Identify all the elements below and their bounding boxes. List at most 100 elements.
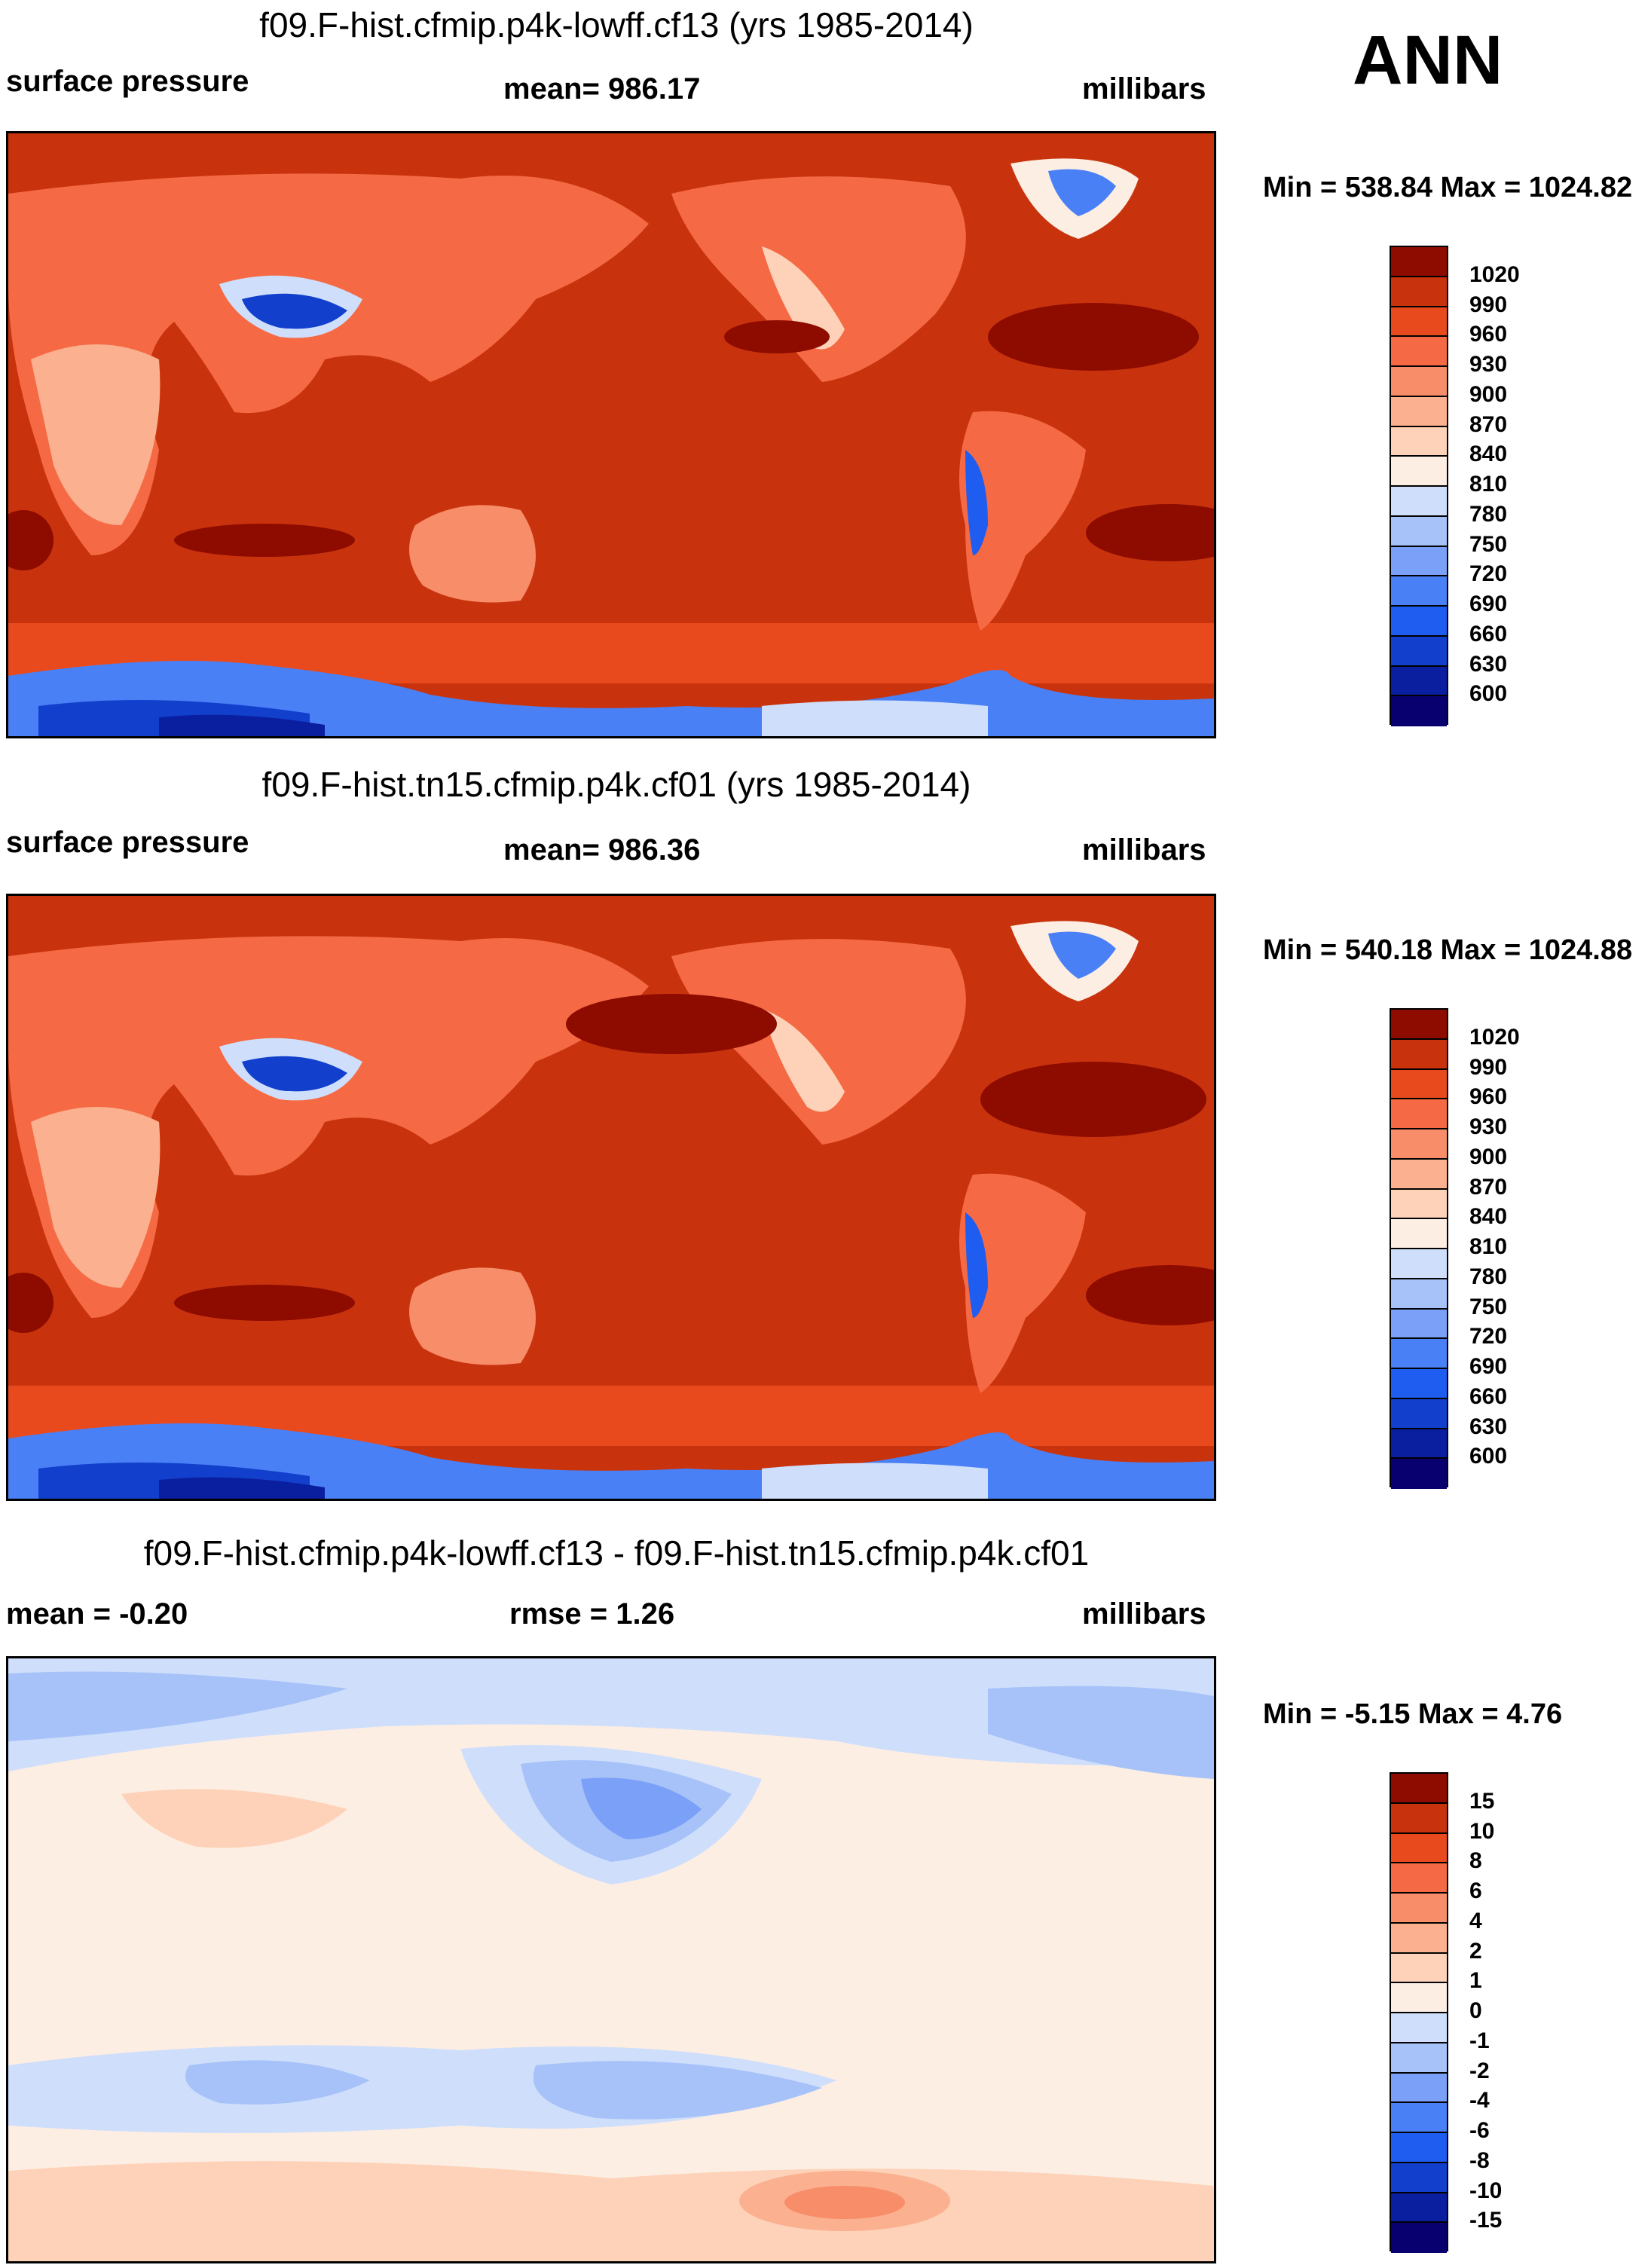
colorbar-swatch [1391,1459,1447,1489]
colorbar-swatch [1391,516,1447,547]
colorbar-tick-label: 690 [1469,591,1508,616]
south-america [959,1173,1086,1393]
colorbar-swatch [1391,396,1447,427]
colorbar-tick-label: 690 [1469,1354,1508,1379]
colorbar-tick-label: 870 [1469,1174,1508,1200]
colorbar-swatch [1391,1039,1447,1070]
panel3-minmax: Min = -5.15 Max = 4.76 [1263,1698,1563,1730]
colorbar-tick-label: -2 [1469,2058,1490,2083]
panel3-units: millibars [1082,1597,1206,1631]
colorbar-swatch [1391,1309,1447,1340]
colorbar-swatch [1391,607,1447,637]
panel1-mean: mean= 986.17 [503,72,701,105]
panel3-mean: mean = -0.20 [6,1597,188,1631]
panel1-colorbar [1390,246,1448,726]
colorbar-swatch [1391,1219,1447,1249]
colorbar-tick-label: -15 [1469,2208,1503,2233]
panel2-map-svg [8,896,1214,1499]
colorbar-tick-label: 8 [1469,1848,1482,1874]
colorbar-swatch [1391,337,1447,367]
panel2-units: millibars [1082,833,1206,867]
colorbar-tick-label: 780 [1469,1264,1508,1289]
greenland-core [1048,931,1116,979]
colorbar-tick-label: 990 [1469,1054,1508,1080]
colorbar-tick-label: 15 [1469,1788,1495,1814]
diff-asia-pos [121,1789,347,1848]
colorbar-swatch [1391,426,1447,457]
colorbar-tick-label: -8 [1469,2147,1490,2173]
colorbar-swatch [1391,277,1447,307]
high-npac [566,994,777,1054]
panel1-variable: surface pressure [6,65,249,98]
colorbar-swatch [1391,1923,1447,1954]
colorbar-tick-label: 870 [1469,411,1508,437]
south-america [959,411,1086,631]
panel3-rmse: rmse = 1.26 [509,1597,675,1631]
colorbar-swatch [1391,247,1447,277]
australia [409,505,536,603]
tibet-core [242,293,347,329]
panel1-units: millibars [1082,72,1206,105]
colorbar-tick-label: 750 [1469,1294,1508,1319]
australia [409,1267,536,1365]
diff-npac-core [581,1777,702,1839]
season-label: ANN [1353,22,1503,99]
colorbar-tick-label: -6 [1469,2118,1490,2143]
colorbar-tick-label: -10 [1469,2178,1503,2203]
colorbar-swatch [1391,307,1447,338]
colorbar-swatch [1391,457,1447,487]
colorbar-tick-label: 630 [1469,1414,1508,1439]
colorbar-swatch [1391,576,1447,607]
high-satl [1086,504,1214,561]
colorbar-swatch [1391,2163,1447,2193]
colorbar-swatch [1391,1863,1447,1894]
high-sind [8,510,54,570]
colorbar-tick-label: 1020 [1469,1024,1520,1050]
high-indian [174,1285,355,1321]
rockies [762,246,845,350]
colorbar-tick-label: 750 [1469,531,1508,557]
colorbar-swatch [1391,2073,1447,2104]
panel2-title: f09.F-hist.tn15.cfmip.p4k.cf01 (yrs 1985… [261,765,971,804]
panel2-variable: surface pressure [6,826,249,859]
colorbar-tick-label: 960 [1469,1084,1508,1110]
colorbar-swatch [1391,1398,1447,1429]
colorbar-tick-label: -1 [1469,2028,1490,2053]
colorbar-swatch [1391,1894,1447,1924]
colorbar-swatch [1391,2193,1447,2224]
colorbar-tick-label: 900 [1469,1144,1508,1169]
diff-sind-neg [185,2060,370,2104]
colorbar-swatch [1391,1099,1447,1129]
high-sind [8,1273,54,1333]
colorbar-tick-label: 600 [1469,1444,1508,1469]
greenland-core [1048,169,1116,216]
colorbar-tick-label: 630 [1469,651,1508,677]
colorbar-swatch [1391,546,1447,577]
colorbar-tick-label: 6 [1469,1878,1482,1903]
colorbar-tick-label: 900 [1469,381,1508,407]
colorbar-swatch [1391,1833,1447,1864]
colorbar-swatch [1391,2223,1447,2253]
colorbar-swatch [1391,1069,1447,1100]
panel1-map-svg [8,133,1214,736]
colorbar-swatch [1391,1010,1447,1040]
panel3-map-svg [8,1658,1214,2261]
colorbar-tick-label: 840 [1469,1204,1508,1230]
colorbar-tick-label: 840 [1469,442,1508,467]
high-indian [174,524,355,557]
colorbar-swatch [1391,367,1447,397]
w-antarctica [762,700,988,736]
north-america [671,176,966,382]
panel2-map [6,894,1216,1501]
colorbar-swatch [1391,1774,1447,1804]
panel1-minmax: Min = 538.84 Max = 1024.82 [1263,172,1633,203]
colorbar-tick-label: 10 [1469,1818,1495,1844]
colorbar-tick-label: 660 [1469,621,1508,646]
colorbar-tick-label: -4 [1469,2088,1490,2114]
andes [965,1212,988,1318]
colorbar-swatch [1391,2043,1447,2074]
eurasia-africa [8,936,649,1318]
colorbar-swatch [1391,1249,1447,1279]
panel2-mean: mean= 986.36 [503,833,701,867]
africa-highlands [31,344,161,525]
